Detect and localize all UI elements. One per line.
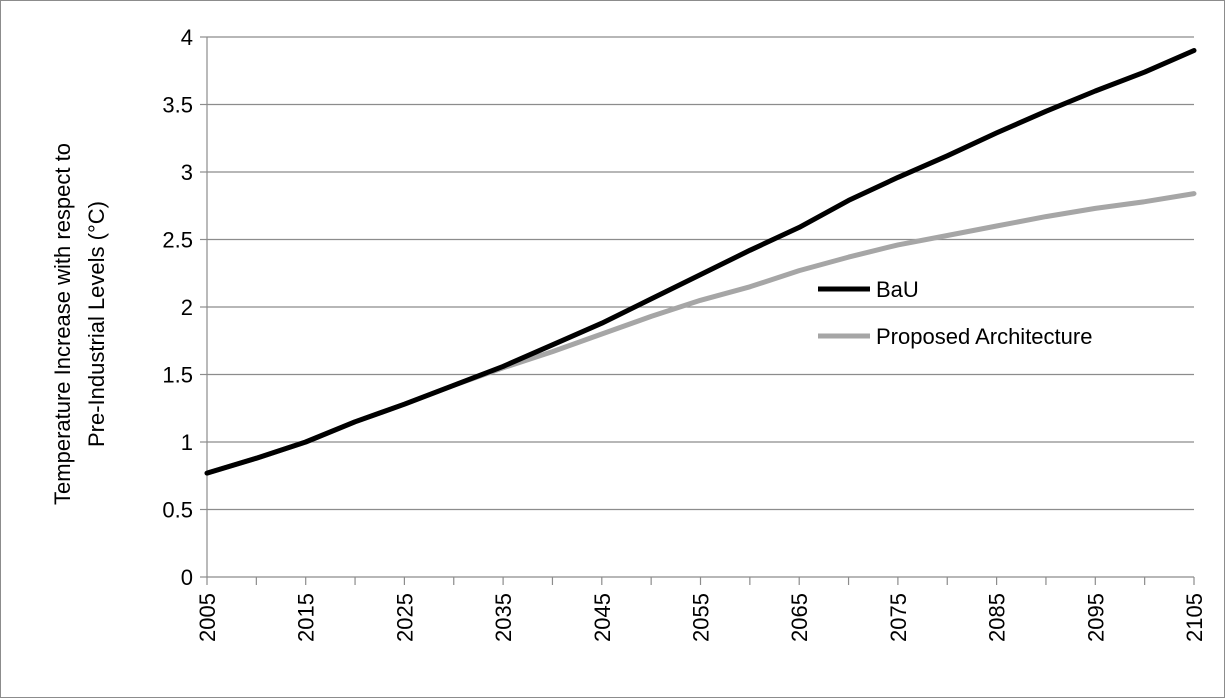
x-tick-labels: 2005 2015 2025 2035 2045 2055 2065 2075 2085 2095…: [195, 593, 1207, 642]
x-tick-label-2065: 2065: [787, 593, 812, 642]
axes: [200, 36, 1195, 585]
x-tick-label-2075: 2075: [886, 593, 911, 642]
x-tick-label-2095: 2095: [1083, 593, 1108, 642]
y-tick-label-3.5: 3.5: [162, 93, 193, 118]
series-lines: [204, 48, 1197, 476]
x-tick-label-2035: 2035: [491, 593, 516, 642]
y-axis-title-line1: Temperature Increase with respect to: [50, 143, 75, 505]
x-tick-label-2045: 2045: [590, 593, 615, 642]
y-tick-label-1: 1: [181, 430, 193, 455]
y-tick-label-4: 4: [181, 25, 193, 50]
legend-label-proposed-architecture: Proposed Architecture: [876, 324, 1092, 349]
x-tick-label-2085: 2085: [985, 593, 1010, 642]
x-tick-label-2025: 2025: [392, 593, 417, 642]
x-tick-label-2005: 2005: [195, 593, 220, 642]
legend: BaU Proposed Architecture: [818, 277, 1092, 349]
y-tick-label-2.5: 2.5: [162, 228, 193, 253]
y-tick-label-0.5: 0.5: [162, 498, 193, 523]
y-tick-labels: 0 0.5 1 1.5 2 2.5 3 3.5 4: [162, 25, 193, 590]
y-tick-label-1.5: 1.5: [162, 363, 193, 388]
legend-label-bau: BaU: [876, 277, 919, 302]
y-tick-label-3: 3: [181, 160, 193, 185]
x-tick-label-2105: 2105: [1182, 593, 1207, 642]
y-axis-title-line2: Pre-Industrial Levels (°C): [84, 201, 109, 447]
x-tick-label-2015: 2015: [294, 593, 319, 642]
y-tick-label-0: 0: [181, 565, 193, 590]
x-tick-label-2055: 2055: [689, 593, 714, 642]
y-tick-label-2: 2: [181, 295, 193, 320]
gridlines: [207, 36, 1194, 511]
series-line-bau: [204, 48, 1197, 476]
